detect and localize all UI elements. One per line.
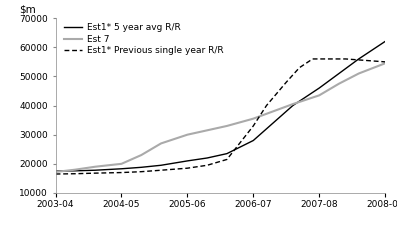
Est 7 [357, 72, 361, 75]
Est 7 [337, 82, 341, 85]
Est1* 5 year avg R/R [251, 139, 256, 142]
Est1* Previous single year R/R [310, 58, 315, 60]
Est1* 5 year avg R/R [337, 72, 341, 75]
Est1* 5 year avg R/R [93, 169, 98, 172]
Est1* 5 year avg R/R [357, 58, 361, 60]
Est1* Previous single year R/R [73, 172, 78, 175]
Est 7 [93, 165, 98, 168]
Est1* 5 year avg R/R [139, 166, 144, 169]
Est1* Previous single year R/R [225, 158, 229, 161]
Est1* 5 year avg R/R [271, 122, 276, 124]
Est1* Previous single year R/R [264, 104, 269, 107]
Est1* 5 year avg R/R [53, 170, 58, 173]
Est1* 5 year avg R/R [225, 152, 229, 155]
Est1* Previous single year R/R [251, 125, 256, 127]
Legend: Est1* 5 year avg R/R, Est 7, Est1* Previous single year R/R: Est1* 5 year avg R/R, Est 7, Est1* Previ… [63, 22, 224, 56]
Text: $m: $m [19, 5, 36, 15]
Est1* Previous single year R/R [383, 60, 387, 63]
Est 7 [291, 103, 295, 106]
Est 7 [139, 154, 144, 156]
Est 7 [159, 142, 164, 145]
Est1* Previous single year R/R [284, 81, 289, 84]
Est 7 [383, 62, 387, 65]
Est 7 [73, 168, 78, 171]
Est1* 5 year avg R/R [159, 164, 164, 167]
Est 7 [271, 110, 276, 113]
Est1* Previous single year R/R [343, 58, 348, 60]
Est 7 [317, 94, 322, 97]
Est1* Previous single year R/R [139, 170, 144, 173]
Line: Est1* Previous single year R/R: Est1* Previous single year R/R [56, 59, 385, 174]
Est1* Previous single year R/R [363, 59, 368, 62]
Est 7 [119, 163, 124, 165]
Est 7 [225, 125, 229, 127]
Est1* Previous single year R/R [119, 171, 124, 174]
Est1* Previous single year R/R [297, 66, 302, 69]
Est1* 5 year avg R/R [185, 160, 190, 162]
Est1* 5 year avg R/R [205, 157, 210, 159]
Line: Est1* 5 year avg R/R: Est1* 5 year avg R/R [56, 42, 385, 171]
Est 7 [185, 133, 190, 136]
Est1* Previous single year R/R [324, 58, 328, 60]
Est1* Previous single year R/R [93, 172, 98, 175]
Est1* 5 year avg R/R [291, 104, 295, 107]
Est1* 5 year avg R/R [73, 169, 78, 172]
Est1* Previous single year R/R [205, 164, 210, 167]
Line: Est 7: Est 7 [56, 63, 385, 172]
Est1* 5 year avg R/R [317, 87, 322, 89]
Est1* 5 year avg R/R [383, 40, 387, 43]
Est1* Previous single year R/R [185, 167, 190, 170]
Est1* Previous single year R/R [159, 169, 164, 172]
Est 7 [53, 171, 58, 173]
Est 7 [205, 129, 210, 132]
Est1* Previous single year R/R [53, 173, 58, 175]
Est 7 [251, 117, 256, 120]
Est1* 5 year avg R/R [119, 167, 124, 170]
